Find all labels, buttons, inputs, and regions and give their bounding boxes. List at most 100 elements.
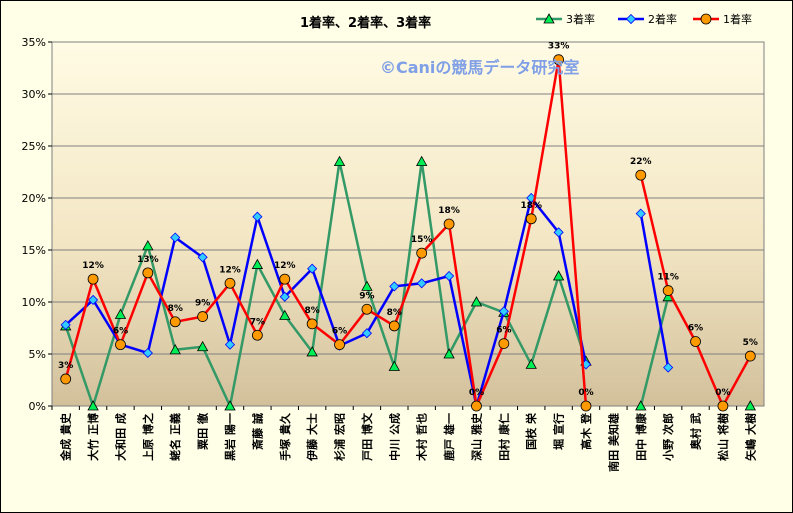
data-point	[744, 400, 756, 411]
data-point	[251, 329, 263, 341]
data-point	[471, 400, 482, 412]
data-label: 8%	[387, 308, 402, 318]
x-tick-label: 金成 貴史	[59, 412, 73, 462]
data-point	[389, 281, 400, 292]
data-label: 0%	[469, 388, 484, 398]
x-tick-label: 松山 将樹	[716, 413, 730, 461]
plot-area	[51, 41, 765, 407]
data-point	[388, 320, 400, 332]
data-point	[690, 336, 701, 347]
legend-label: 2着率	[648, 12, 677, 26]
legend-marker	[543, 13, 555, 24]
data-point	[444, 270, 455, 282]
data-point	[252, 211, 263, 222]
data-label: 8%	[305, 306, 320, 316]
data-point	[306, 318, 318, 330]
data-point	[416, 247, 428, 259]
data-point	[114, 308, 127, 319]
data-label: 12%	[274, 261, 296, 271]
data-point	[197, 311, 209, 322]
data-point	[498, 338, 510, 350]
data-point	[87, 273, 99, 285]
data-label: 9%	[359, 291, 374, 301]
y-tick-label: 25%	[22, 140, 46, 153]
data-point	[87, 400, 99, 411]
data-point	[416, 155, 428, 167]
legend-label: 3着率	[566, 12, 595, 26]
data-point	[470, 296, 483, 307]
x-tick-label: 手塚 貴久	[278, 412, 292, 461]
y-tick-label: 20%	[22, 192, 46, 205]
data-point	[663, 362, 674, 373]
data-point	[169, 344, 181, 355]
data-label: 13%	[137, 255, 159, 265]
data-point	[88, 294, 99, 305]
data-point	[224, 339, 236, 350]
data-label: 0%	[578, 388, 593, 398]
x-tick-label: 田村 康仁	[497, 413, 511, 461]
data-point	[635, 208, 646, 219]
series-3	[60, 54, 756, 412]
data-label: 18%	[438, 206, 460, 216]
x-tick-label: 中川 公成	[387, 413, 401, 461]
data-label: 7%	[250, 317, 265, 327]
chart-title: 1着率、2着率、3着率	[300, 15, 431, 31]
x-tick-label: 南田 美知雄	[606, 413, 620, 472]
data-label: 11%	[657, 273, 679, 283]
data-label: 6%	[332, 327, 347, 337]
x-tick-label: 小野 次郎	[661, 413, 675, 462]
data-point	[279, 291, 290, 302]
data-point	[279, 309, 291, 320]
data-point	[60, 319, 71, 330]
data-label: 0%	[715, 388, 730, 398]
data-point	[334, 339, 345, 351]
y-axis: 0% 5% 10% 15% 20% 25% 30% 35%	[22, 36, 52, 413]
data-point	[443, 218, 455, 230]
data-point	[170, 232, 181, 243]
x-tick-label: 粟田 徹	[196, 412, 210, 451]
data-label: 9%	[195, 299, 210, 309]
data-point	[169, 316, 181, 328]
x-tick-label: 大和田 成	[113, 413, 127, 461]
data-point	[224, 400, 236, 411]
data-label: 8%	[168, 304, 183, 314]
data-point	[142, 240, 154, 251]
data-point	[361, 303, 373, 315]
x-tick-label: 奥村 武	[689, 413, 703, 451]
x-tick-label: 木村 哲也	[415, 413, 429, 462]
data-label: 3%	[58, 361, 73, 371]
data-point	[717, 400, 729, 412]
data-point	[498, 306, 509, 317]
data-label: 12%	[82, 261, 104, 271]
data-label: 5%	[743, 338, 758, 348]
data-point	[224, 277, 236, 289]
legend: 3着率 2着率 1着率	[536, 12, 752, 26]
data-label: 6%	[688, 324, 703, 334]
data-point	[635, 169, 647, 181]
series-line	[64, 196, 670, 408]
watermark: ©Caniの競馬データ研究室	[380, 58, 579, 77]
x-tick-label: 伊藤 大士	[305, 413, 319, 462]
x-tick-label: 田中 博康	[634, 412, 648, 461]
data-point	[196, 340, 209, 352]
data-point	[443, 348, 455, 359]
data-point	[306, 346, 318, 357]
data-label: 6%	[496, 326, 511, 336]
data-point	[662, 285, 674, 296]
data-point	[525, 358, 537, 369]
x-tick-label: 鹿戸 雄一	[442, 413, 456, 461]
data-point	[416, 278, 427, 289]
legend-label: 1着率	[723, 12, 752, 26]
y-tick-label: 15%	[22, 244, 46, 257]
data-point	[553, 227, 564, 238]
x-tick-label: 斎藤 誠	[250, 413, 264, 450]
data-point	[580, 400, 592, 412]
y-tick-label: 10%	[22, 296, 46, 309]
data-point	[333, 155, 346, 167]
data-label: 15%	[411, 235, 433, 245]
data-point	[279, 273, 291, 285]
x-tick-label: 黒岩 陽一	[223, 413, 237, 461]
data-label: 12%	[219, 265, 241, 275]
x-tick-label: 高木 登	[579, 412, 593, 450]
